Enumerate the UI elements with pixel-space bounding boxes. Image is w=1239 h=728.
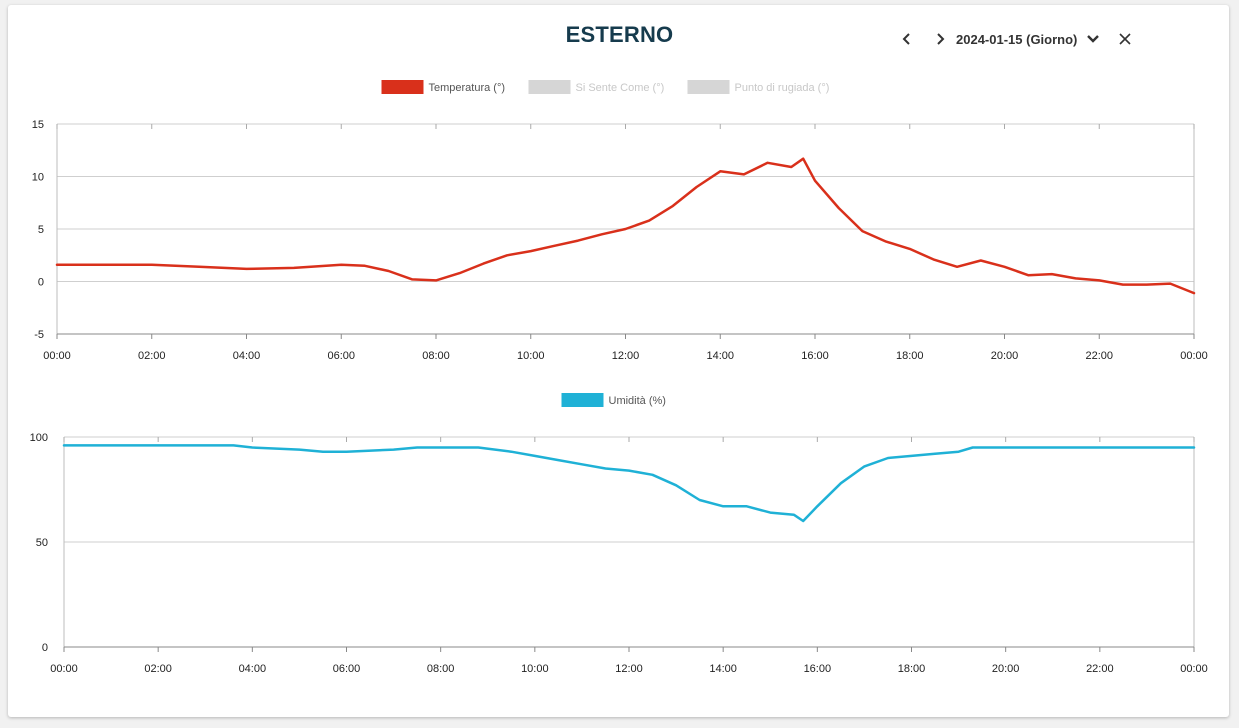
y-tick-label: 0 [42,642,48,654]
date-navigation: 2024-01-15 (Giorno) [897,28,1135,50]
chevron-right-icon [937,33,945,45]
x-tick-label: 18:00 [896,350,924,362]
legend-swatch [561,393,604,407]
y-tick-label: 15 [32,119,44,131]
y-tick-label: -5 [34,329,44,341]
y-tick-label: 100 [30,432,48,444]
x-tick-label: 04:00 [239,663,267,675]
x-tick-label: 16:00 [801,350,829,362]
x-tick-label: 00:00 [43,350,71,362]
x-tick-label: 16:00 [804,663,832,675]
x-tick-label: 00:00 [1180,663,1208,675]
y-tick-label: 10 [32,172,44,184]
next-period-button[interactable] [930,28,950,50]
legend-swatch [381,80,424,94]
chevron-down-icon [1087,35,1100,43]
legend-swatch [687,80,730,94]
legend-label: Punto di rugiada (°) [735,82,830,94]
x-tick-label: 22:00 [1086,663,1114,675]
x-tick-label: 10:00 [521,663,549,675]
legend-label: Temperatura (°) [429,82,506,94]
x-tick-label: 02:00 [144,663,172,675]
x-tick-label: 20:00 [991,350,1019,362]
prev-period-button[interactable] [897,28,917,50]
x-tick-label: 12:00 [612,350,640,362]
legend-item[interactable]: Punto di rugiada (°) [687,80,830,94]
x-tick-label: 00:00 [1180,350,1208,362]
page-title: ESTERNO [565,22,674,47]
period-dropdown-button[interactable] [1083,28,1103,50]
x-tick-label: 18:00 [898,663,926,675]
legend-label: Si Sente Come (°) [576,82,665,94]
x-tick-label: 00:00 [50,663,78,675]
chevron-left-icon [902,33,910,45]
period-date-label[interactable]: 2024-01-15 (Giorno) [956,31,1078,47]
legend-label: Umidità (%) [609,395,666,407]
x-tick-label: 06:00 [333,663,361,675]
x-tick-label: 08:00 [422,350,450,362]
x-tick-label: 08:00 [427,663,455,675]
y-tick-label: 50 [36,537,48,549]
close-button[interactable] [1115,28,1135,50]
x-tick-label: 22:00 [1085,350,1113,362]
legend-swatch [528,80,571,94]
x-tick-label: 20:00 [992,663,1020,675]
x-tick-label: 04:00 [233,350,261,362]
series-line [55,157,1196,295]
y-tick-label: 0 [38,277,44,289]
x-tick-label: 10:00 [517,350,545,362]
close-icon [1119,33,1131,45]
chart-1: 15 10 5 0 -5 00:00 02:00 04:00 06:00 08:00 10:00 12… [32,80,1208,362]
x-tick-label: 12:00 [615,663,643,675]
legend-item[interactable]: Si Sente Come (°) [528,80,665,94]
x-tick-label: 02:00 [138,350,166,362]
y-tick-label: 5 [38,224,44,236]
legend-item[interactable]: Temperatura (°) [381,80,506,94]
legend-item[interactable]: Umidità (%) [561,393,666,407]
x-tick-label: 14:00 [709,663,737,675]
x-tick-label: 06:00 [327,350,355,362]
x-tick-label: 14:00 [706,350,734,362]
series-line [62,444,1196,523]
